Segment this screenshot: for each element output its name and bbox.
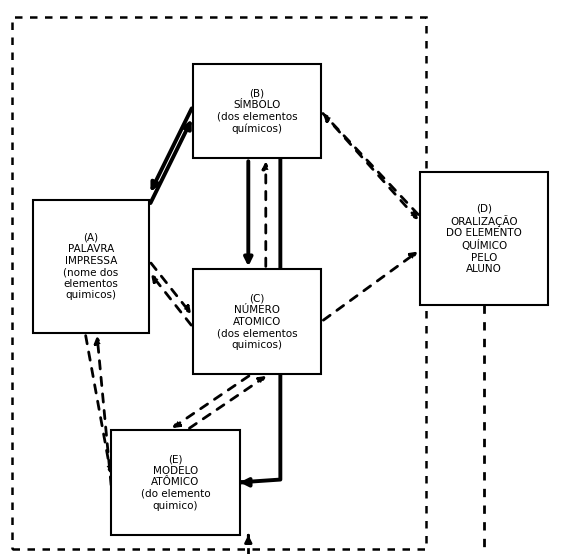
Text: (D)
ORALIZAÇÃO
DO ELEMENTO
QUÍMICO
PELO
ALUNO: (D) ORALIZAÇÃO DO ELEMENTO QUÍMICO PELO … — [446, 203, 522, 275]
Text: (C)
NÚMERO
ATOMICO
(dos elementos
quimicos): (C) NÚMERO ATOMICO (dos elementos quimic… — [217, 294, 297, 350]
FancyBboxPatch shape — [420, 172, 548, 305]
Text: (A)
PALAVRA
IMPRESSA
(nome dos
elementos
quimicos): (A) PALAVRA IMPRESSA (nome dos elementos… — [64, 233, 119, 300]
FancyBboxPatch shape — [193, 64, 321, 159]
Text: (E)
MODELO
ATÔMICO
(do elemento
quimico): (E) MODELO ATÔMICO (do elemento quimico) — [141, 454, 210, 511]
FancyBboxPatch shape — [112, 430, 239, 535]
Text: (B)
SÍMBOLO
(dos elementos
químicos): (B) SÍMBOLO (dos elementos químicos) — [217, 89, 297, 134]
FancyBboxPatch shape — [33, 200, 150, 333]
FancyBboxPatch shape — [193, 269, 321, 375]
